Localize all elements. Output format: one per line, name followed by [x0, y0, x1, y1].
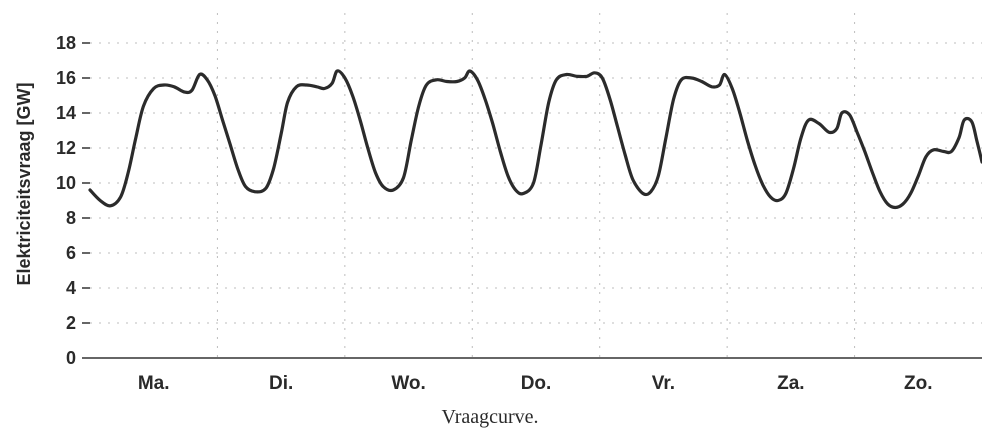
- y-tick-label: 12: [56, 138, 76, 158]
- x-tick-label: Ma.: [138, 373, 170, 394]
- y-tick-label: 6: [66, 243, 76, 263]
- y-tick-label: 18: [56, 33, 76, 53]
- x-tick-label: Di.: [269, 373, 293, 394]
- axes: [82, 42, 982, 359]
- y-tick-label: 4: [66, 278, 76, 298]
- y-tick-label: 10: [56, 173, 76, 193]
- y-tick-label: 2: [66, 313, 76, 333]
- x-tick-labels: Ma. Di. Wo. Do. Vr. Za. Zo.: [138, 373, 933, 394]
- x-tick-label: Vr.: [652, 373, 675, 394]
- x-tick-label: Zo.: [904, 373, 933, 394]
- x-tick-label: Wo.: [391, 373, 425, 394]
- y-tick-label: 16: [56, 68, 76, 88]
- y-tick-label: 0: [66, 348, 76, 368]
- y-axis-label: Elektriciteitsvraag [GW]: [14, 82, 34, 285]
- y-tick-label: 8: [66, 208, 76, 228]
- x-tick-label: Za.: [777, 373, 804, 394]
- y-tick-labels: 0 2 4 6 8 10 12 14 16 18: [56, 33, 76, 368]
- chart-caption: Vraagcurve.: [441, 406, 538, 428]
- series-line: [88, 69, 982, 210]
- y-tick-label: 14: [56, 103, 76, 123]
- gridlines: [90, 13, 982, 358]
- x-tick-label: Do.: [521, 373, 552, 394]
- series-layer: [88, 69, 982, 210]
